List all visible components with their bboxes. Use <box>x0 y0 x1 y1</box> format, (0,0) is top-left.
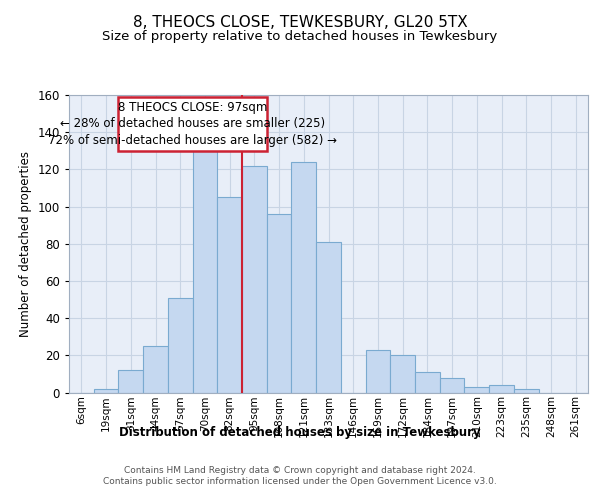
Text: 8, THEOCS CLOSE, TEWKESBURY, GL20 5TX: 8, THEOCS CLOSE, TEWKESBURY, GL20 5TX <box>133 15 467 30</box>
Bar <box>242 166 267 392</box>
Text: Size of property relative to detached houses in Tewkesbury: Size of property relative to detached ho… <box>103 30 497 43</box>
Text: Contains HM Land Registry data © Crown copyright and database right 2024.: Contains HM Land Registry data © Crown c… <box>124 466 476 475</box>
Bar <box>143 346 168 393</box>
FancyBboxPatch shape <box>118 97 267 151</box>
Bar <box>390 356 415 393</box>
Bar <box>267 214 292 392</box>
Y-axis label: Number of detached properties: Number of detached properties <box>19 151 32 337</box>
Text: 72% of semi-detached houses are larger (582) →: 72% of semi-detached houses are larger (… <box>48 134 337 147</box>
Bar <box>464 387 489 392</box>
Text: ← 28% of detached houses are smaller (225): ← 28% of detached houses are smaller (22… <box>60 118 325 130</box>
Bar <box>365 350 390 393</box>
Bar <box>94 389 118 392</box>
Bar <box>193 149 217 392</box>
Text: Contains public sector information licensed under the Open Government Licence v3: Contains public sector information licen… <box>103 477 497 486</box>
Bar <box>415 372 440 392</box>
Bar <box>217 198 242 392</box>
Bar <box>118 370 143 392</box>
Bar <box>514 389 539 392</box>
Text: 8 THEOCS CLOSE: 97sqm: 8 THEOCS CLOSE: 97sqm <box>118 100 267 114</box>
Bar <box>292 162 316 392</box>
Text: Distribution of detached houses by size in Tewkesbury: Distribution of detached houses by size … <box>119 426 481 439</box>
Bar <box>316 242 341 392</box>
Bar <box>489 385 514 392</box>
Bar <box>440 378 464 392</box>
Bar <box>168 298 193 392</box>
